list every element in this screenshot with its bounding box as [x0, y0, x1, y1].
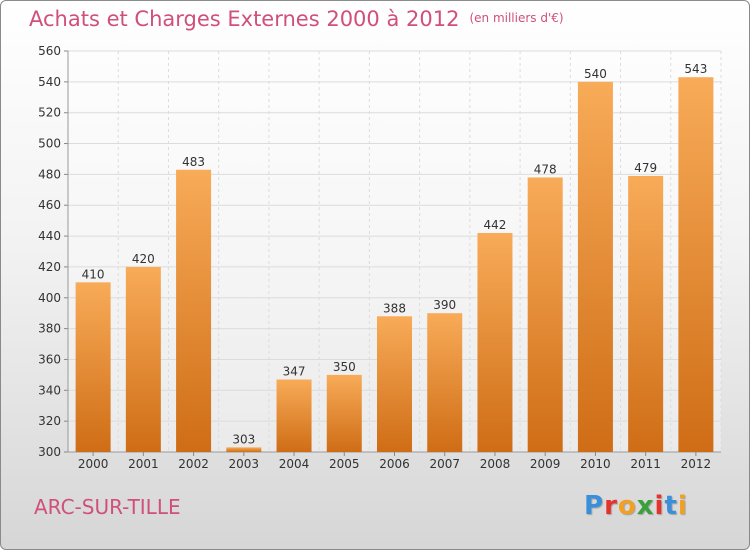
y-tick-label: 380 [38, 322, 61, 336]
x-tick-label: 2003 [229, 457, 260, 471]
x-tick-label: 2007 [429, 457, 460, 471]
data-label: 420 [132, 252, 155, 266]
bars [75, 77, 714, 452]
y-tick-label: 320 [38, 414, 61, 428]
bar [477, 232, 513, 452]
x-tick-labels: 2000 2001 2002 2003 2004 2005 2006 2007 2008 2009… [78, 457, 711, 471]
data-label: 442 [484, 218, 507, 232]
bar [377, 316, 412, 452]
data-label: 540 [584, 67, 607, 81]
x-tick-label: 2001 [128, 457, 159, 471]
commune-name: ARC-SUR-TILLE [34, 495, 181, 519]
y-tick-label: 560 [38, 44, 61, 58]
x-tick-label: 2002 [178, 457, 209, 471]
proxiti-logo[interactable]: Proxiti [584, 491, 688, 521]
bar [577, 81, 613, 452]
x-tick-label: 2012 [681, 457, 712, 471]
bar [276, 379, 312, 452]
bar [678, 77, 714, 452]
data-label: 390 [433, 298, 456, 312]
x-tick-label: 2010 [580, 457, 611, 471]
y-tick-label: 540 [38, 75, 61, 89]
y-tick-label: 440 [38, 229, 61, 243]
bar [527, 177, 563, 452]
bar [427, 313, 463, 452]
data-label: 543 [684, 62, 707, 76]
y-tick-label: 480 [38, 167, 61, 181]
data-label: 410 [82, 267, 105, 281]
bar [176, 169, 212, 452]
chart-title-text: Achats et Charges Externes 2000 à 2012 [29, 7, 460, 31]
x-tick-label: 2000 [78, 457, 109, 471]
bar [628, 175, 664, 452]
x-tick-label: 2006 [379, 457, 410, 471]
x-tick-label: 2011 [630, 457, 661, 471]
logo-letter: t [664, 491, 678, 521]
x-tick-label: 2005 [329, 457, 360, 471]
data-label: 483 [182, 155, 205, 169]
x-tick-label: 2008 [480, 457, 511, 471]
data-label: 478 [534, 162, 557, 176]
data-label: 303 [232, 432, 255, 446]
logo-letter: o [617, 491, 637, 521]
data-label: 479 [634, 161, 657, 175]
logo-letter: i [677, 491, 688, 521]
data-label: 347 [283, 365, 306, 379]
y-tick-label: 520 [38, 106, 61, 120]
logo-letter: P [584, 491, 605, 521]
x-tick-label: 2004 [279, 457, 310, 471]
y-tick-label: 340 [38, 383, 61, 397]
chart-unit: (en milliers d'€) [469, 11, 564, 25]
data-label: 350 [333, 360, 356, 374]
y-tick-labels: 300 320 340 360 380 400 420 440 460 480 500 520 540 5… [38, 44, 61, 459]
logo-letter: x [636, 491, 655, 521]
data-label: 388 [383, 301, 406, 315]
logo-letter: r [604, 491, 618, 521]
logo-letter: i [654, 491, 665, 521]
y-tick-label: 300 [38, 445, 61, 459]
bar [125, 266, 161, 452]
bar [75, 282, 111, 452]
bar [326, 374, 362, 452]
y-tick-label: 360 [38, 352, 61, 366]
value-labels: 410 420 483 303 347 350 388 390 442 478 540 479 543 [82, 62, 708, 446]
y-tick-label: 420 [38, 260, 61, 274]
y-tick-label: 500 [38, 137, 61, 151]
y-tick-label: 460 [38, 198, 61, 212]
x-tick-label: 2009 [530, 457, 561, 471]
y-tick-label: 400 [38, 291, 61, 305]
chart-title: Achats et Charges Externes 2000 à 2012 (e… [29, 7, 564, 31]
bar [226, 447, 262, 452]
